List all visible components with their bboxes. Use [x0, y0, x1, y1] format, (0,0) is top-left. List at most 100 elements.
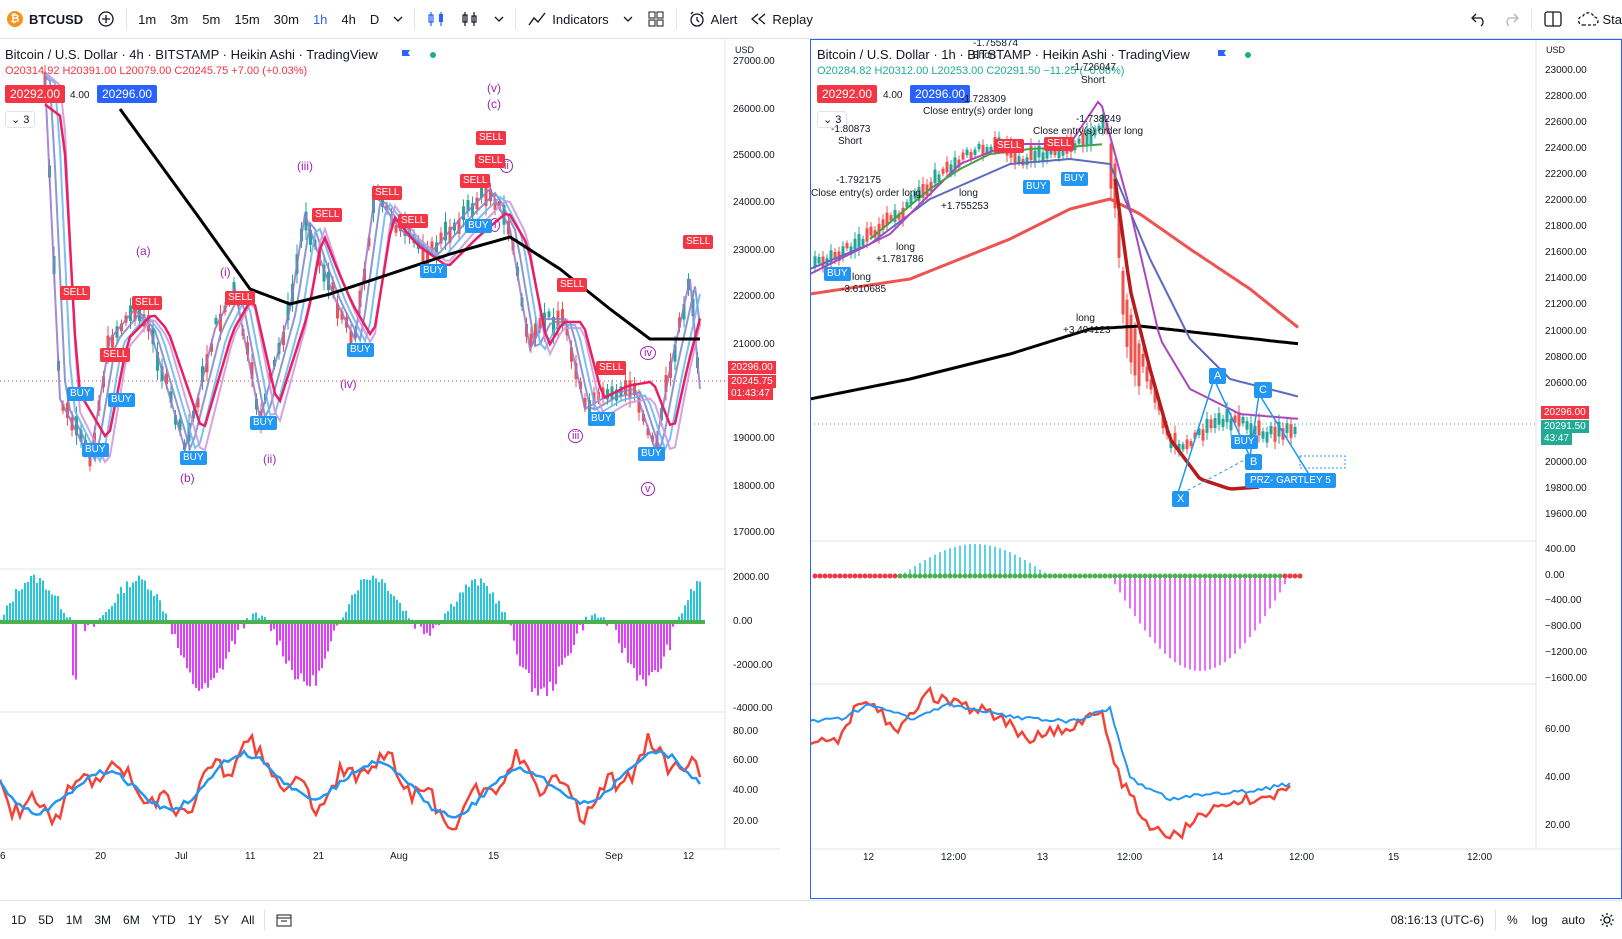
bar-style-button[interactable] [419, 0, 453, 38]
osc-bar [279, 622, 281, 641]
osc-bar [543, 622, 545, 687]
goto-date-button[interactable] [269, 901, 299, 939]
osc-zero-dot [818, 574, 823, 579]
tf-15m[interactable]: 15m [227, 0, 266, 38]
osc-bar [207, 622, 209, 688]
osc-bar [30, 576, 32, 622]
osc-bar [159, 600, 161, 622]
flag-icon[interactable] [400, 49, 412, 61]
redo-icon [1502, 11, 1520, 27]
wave-label: (i) [220, 265, 231, 279]
osc-bar [453, 607, 455, 622]
percent-toggle[interactable]: % [1500, 901, 1525, 939]
wave-label: (ii) [263, 452, 276, 466]
osc-bar [627, 622, 629, 663]
timeframe-dropdown[interactable] [386, 0, 410, 38]
templates-button[interactable] [640, 0, 672, 38]
tf-3m[interactable]: 3m [163, 0, 195, 38]
osc-bar [219, 622, 221, 668]
right-chart-canvas[interactable] [810, 39, 1622, 899]
osc-zero-dot [908, 574, 913, 579]
left-collapse-button[interactable]: ⌄ 3 [5, 111, 35, 128]
price-axis-tick: 27000.00 [733, 56, 775, 67]
candle-body [1202, 429, 1205, 440]
tf-30m[interactable]: 30m [267, 0, 306, 38]
rsi-axis-tick: 40.00 [1545, 772, 1570, 783]
left-chart-pane[interactable]: Bitcoin / U.S. Dollar · 4h · BITSTAMP · … [0, 39, 780, 899]
osc-zero-dot [1233, 574, 1238, 579]
osc-zero-dot [1103, 574, 1108, 579]
range-6m[interactable]: 6M [117, 901, 146, 939]
range-5d[interactable]: 5D [32, 901, 59, 939]
divider [1531, 8, 1532, 30]
candle-body [1122, 271, 1125, 314]
replay-button[interactable]: Replay [744, 0, 819, 38]
symbol-search[interactable]: ₿ BTCUSD [0, 0, 90, 38]
left-currency-label[interactable]: USD [735, 45, 754, 55]
settings-button[interactable] [1592, 901, 1622, 939]
tf-d[interactable]: D [363, 0, 386, 38]
pattern-point-label: B [1245, 454, 1262, 470]
auto-toggle[interactable]: auto [1555, 901, 1592, 939]
range-ytd[interactable]: YTD [146, 901, 182, 939]
chart-type-dropdown[interactable] [487, 0, 511, 38]
compare-button[interactable] [90, 0, 122, 38]
right-currency-label[interactable]: USD [1546, 45, 1565, 55]
tf-1h[interactable]: 1h [306, 0, 334, 38]
candle-body [1218, 413, 1221, 425]
redo-button[interactable] [1495, 0, 1527, 38]
osc-bar [639, 622, 641, 675]
range-5y[interactable]: 5Y [208, 901, 235, 939]
left-chart-canvas[interactable] [0, 39, 780, 899]
osc-axis-tick: -4000.00 [733, 703, 772, 714]
oscillator-histogram [813, 544, 1303, 671]
candle-body [1214, 418, 1217, 428]
price-axis-tick: 21600.00 [1545, 247, 1587, 258]
range-all[interactable]: All [235, 901, 260, 939]
undo-button[interactable] [1463, 0, 1495, 38]
osc-bar [51, 594, 53, 622]
last-price-tag: 20296.00 [1541, 406, 1589, 419]
chart-type-button[interactable] [453, 0, 487, 38]
osc-bar [366, 579, 368, 622]
add-circle-icon [97, 10, 115, 28]
osc-bar [696, 581, 698, 622]
tf-1m[interactable]: 1m [131, 0, 163, 38]
range-1y[interactable]: 1Y [182, 901, 209, 939]
range-1d[interactable]: 1D [0, 901, 32, 939]
pattern-point-label: X [1172, 491, 1189, 507]
left-ask-badge[interactable]: 20296.00 [97, 85, 157, 103]
strategy-annotation: -1.792175 [836, 175, 881, 187]
alert-label: Alert [711, 12, 738, 27]
alert-button[interactable]: Alert [681, 0, 745, 38]
indicators-dropdown[interactable] [616, 0, 640, 38]
layout-button[interactable] [1536, 0, 1570, 38]
range-3m[interactable]: 3M [88, 901, 117, 939]
range-1m[interactable]: 1M [60, 901, 89, 939]
time-axis-tick: 14 [1212, 852, 1223, 863]
time-axis-tick: 6 [0, 851, 6, 862]
right-chart-pane[interactable]: Bitcoin / U.S. Dollar · 1h · BITSTAMP · … [810, 39, 1622, 899]
osc-axis-tick: 2000.00 [733, 572, 769, 583]
osc-bar [75, 622, 77, 680]
osc-bar [483, 583, 485, 622]
log-toggle[interactable]: log [1525, 901, 1555, 939]
osc-bar [195, 622, 197, 688]
publish-button[interactable]: Sta [1570, 0, 1622, 38]
tf-5m[interactable]: 5m [195, 0, 227, 38]
flag-icon[interactable] [1216, 49, 1228, 61]
left-bid-badge[interactable]: 20292.00 [5, 85, 65, 103]
clock-display[interactable]: 08:16:13 (UTC-6) [1384, 901, 1491, 939]
osc-zero-dot [913, 574, 918, 579]
indicators-button[interactable]: Indicators [520, 0, 615, 38]
status-dot-icon [1243, 50, 1253, 60]
osc-bar [150, 590, 152, 622]
osc-bar [660, 622, 662, 669]
osc-bar [429, 622, 431, 636]
osc-zero-dot [1223, 574, 1228, 579]
osc-bar [489, 594, 491, 622]
tf-4h[interactable]: 4h [334, 0, 362, 38]
osc-zero-dot [1168, 574, 1173, 579]
candle-body [978, 144, 981, 149]
right-bid-badge[interactable]: 20292.00 [817, 85, 877, 103]
